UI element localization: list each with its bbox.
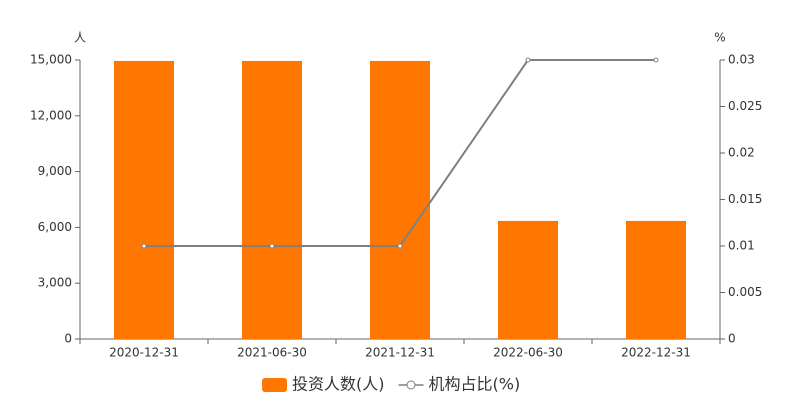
x-tick-label: 2020-12-31 xyxy=(109,346,179,360)
x-tick-label: 2022-12-31 xyxy=(621,346,691,360)
line-point xyxy=(397,243,403,249)
line-point xyxy=(269,243,275,249)
line-point xyxy=(525,57,531,63)
y2-tick-label: 0.01 xyxy=(728,239,755,253)
legend-label: 机构占比(%) xyxy=(429,375,521,394)
y-axis-unit: 人 xyxy=(74,31,86,45)
x-tick-label: 2022-06-30 xyxy=(493,346,563,360)
y2-tick-label: 0.005 xyxy=(728,285,762,299)
line-point xyxy=(653,57,659,63)
y-tick-label: 6,000 xyxy=(38,220,72,234)
legend-swatch xyxy=(262,378,287,392)
y-tick-label: 3,000 xyxy=(38,276,72,290)
y-tick-label: 12,000 xyxy=(30,108,72,122)
bar xyxy=(626,220,686,339)
x-tick-label: 2021-12-31 xyxy=(365,346,435,360)
y2-axis-unit: % xyxy=(714,31,725,45)
y2-tick-label: 0.015 xyxy=(728,192,762,206)
bar xyxy=(114,60,174,340)
bar xyxy=(370,60,430,340)
legend-swatch-point xyxy=(406,380,416,390)
y2-tick-label: 0.02 xyxy=(728,146,755,160)
y2-tick-label: 0.03 xyxy=(728,53,755,67)
y-tick-label: 15,000 xyxy=(30,53,72,67)
y-tick-label: 0 xyxy=(64,332,72,346)
y2-tick-label: 0 xyxy=(728,332,736,346)
x-tick-label: 2021-06-30 xyxy=(237,346,307,360)
line-point xyxy=(141,243,147,249)
legend-label: 投资人数(人) xyxy=(292,375,385,394)
y-tick-label: 9,000 xyxy=(38,164,72,178)
y2-tick-label: 0.025 xyxy=(728,99,762,113)
bar xyxy=(498,220,558,339)
bar xyxy=(242,60,302,340)
